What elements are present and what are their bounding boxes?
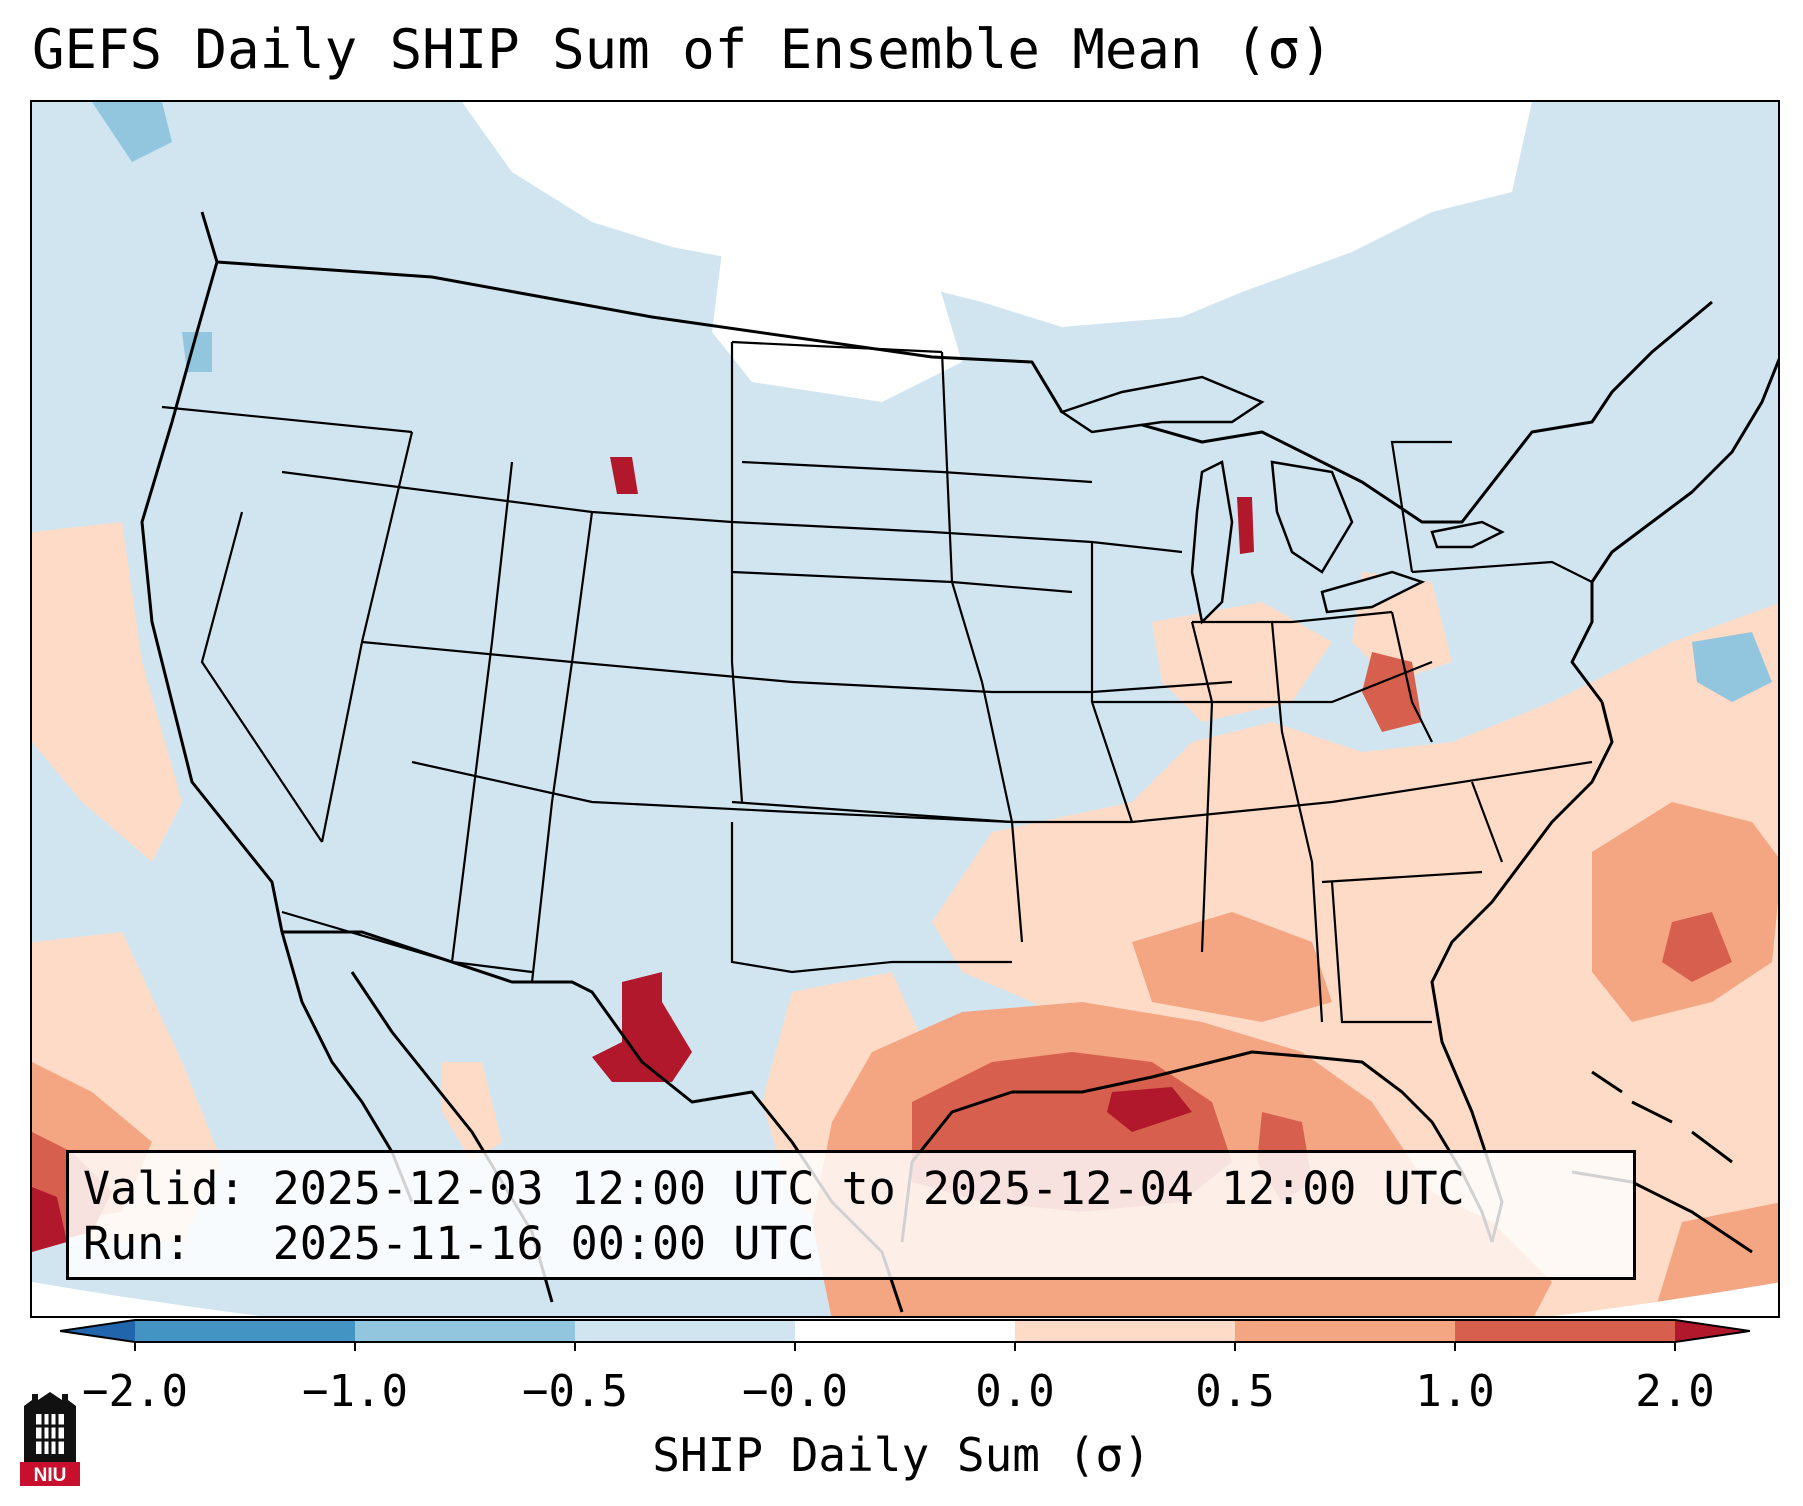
valid-run-info-box: Valid: 2025-12-03 12:00 UTC to 2025-12-0… bbox=[66, 1150, 1636, 1280]
lake-huron bbox=[1270, 460, 1354, 574]
colorbar-segment bbox=[1015, 1320, 1236, 1342]
great-lakes bbox=[1059, 375, 1505, 625]
colorbar-tick-label: 0.5 bbox=[1195, 1366, 1275, 1417]
valid-label: Valid: bbox=[83, 1162, 246, 1215]
state-boundaries bbox=[161, 340, 1593, 1024]
niu-logo-icon: NIU bbox=[20, 1392, 80, 1486]
us-west-coast bbox=[140, 211, 284, 933]
colorbar-segment bbox=[1455, 1320, 1676, 1342]
atlantic-coast bbox=[1570, 357, 1778, 703]
logo-text: NIU bbox=[34, 1465, 67, 1486]
colorbar-segment bbox=[1235, 1320, 1456, 1342]
colorbar-segment bbox=[575, 1320, 796, 1342]
lake-michigan bbox=[1190, 460, 1234, 625]
neutral-region-canada bbox=[462, 102, 1532, 327]
neutral-anomaly-patches bbox=[462, 102, 1532, 402]
projection-edge bbox=[32, 1282, 1778, 1316]
neutral-region-dakotas bbox=[712, 252, 962, 402]
colorbar-tick-label: −0.0 bbox=[742, 1366, 848, 1417]
colorbar-tick-label: −0.5 bbox=[522, 1366, 628, 1417]
lake-superior bbox=[1059, 375, 1265, 434]
country-boundaries bbox=[140, 211, 1778, 1313]
lake-ontario bbox=[1430, 520, 1505, 549]
lake-erie bbox=[1320, 570, 1426, 614]
colorbar-extend-low bbox=[60, 1320, 135, 1342]
colorbar-tick-label: 2.0 bbox=[1635, 1366, 1715, 1417]
colorbar-segment bbox=[795, 1320, 1016, 1342]
map-canvas bbox=[32, 102, 1778, 1316]
run-value: 2025-11-16 00:00 UTC bbox=[272, 1217, 815, 1270]
positive-anomaly-extreme bbox=[32, 457, 1302, 1252]
colorbar-label: SHIP Daily Sum (σ) bbox=[652, 1428, 1151, 1482]
colorbar-segment bbox=[355, 1320, 576, 1342]
canada-border bbox=[216, 260, 1713, 524]
colorbar bbox=[60, 1319, 1750, 1351]
colorbar-extend-high bbox=[1675, 1320, 1750, 1342]
colorbar-tick-label: −1.0 bbox=[302, 1366, 408, 1417]
map-panel bbox=[30, 100, 1780, 1318]
florida-east-coast bbox=[1430, 701, 1614, 1243]
chart-title: GEFS Daily SHIP Sum of Ensemble Mean (σ) bbox=[32, 18, 1333, 81]
colorbar-tick-label: −2.0 bbox=[82, 1366, 188, 1417]
colorbar-tick-label: 0.0 bbox=[975, 1366, 1055, 1417]
bahamas bbox=[1591, 1070, 1733, 1164]
run-label: Run: bbox=[83, 1217, 192, 1270]
valid-value: 2025-12-03 12:00 UTC to 2025-12-04 12:00… bbox=[272, 1162, 1465, 1215]
colorbar-tick-label: 1.0 bbox=[1415, 1366, 1495, 1417]
colorbar-segment bbox=[135, 1320, 356, 1342]
